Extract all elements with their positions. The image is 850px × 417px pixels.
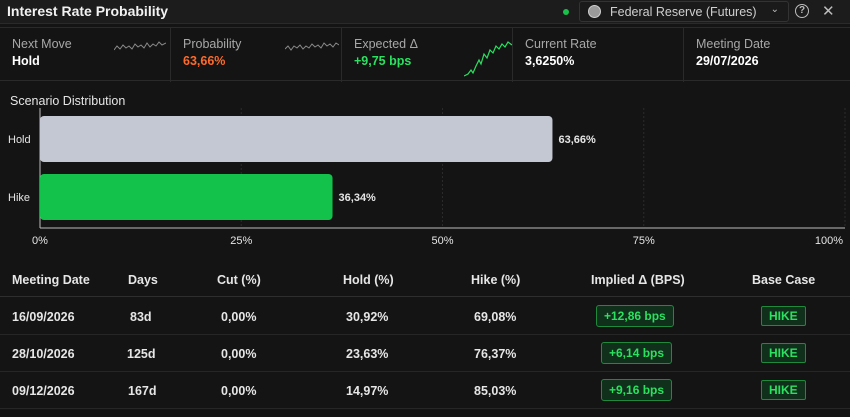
data-label: 63,66% xyxy=(558,134,596,146)
title-bar: Interest Rate Probability Federal Reserv… xyxy=(0,0,850,24)
metric-value: +9,75 bps xyxy=(354,54,412,68)
bar-hike xyxy=(40,174,333,220)
cell-cut: 0,00% xyxy=(221,347,257,361)
metric-current-rate: Current Rate 3,6250% xyxy=(513,28,684,82)
cell-cut: 0,00% xyxy=(221,384,257,398)
metrics-strip: Next Move Hold Probability 63,66% Expect… xyxy=(0,27,850,82)
implied-bps-badge: +12,86 bps xyxy=(596,305,674,327)
table-row[interactable]: 16/09/2026 83d 0,00% 30,92% 69,08% +12,8… xyxy=(0,298,850,335)
cell-meeting-date: 16/09/2026 xyxy=(12,310,75,324)
scenario-title: Scenario Distribution xyxy=(10,94,126,108)
source-select-label: Federal Reserve (Futures) xyxy=(610,5,757,19)
cell-hike: 85,03% xyxy=(474,384,517,398)
chevron-down-icon: ⌄ xyxy=(770,4,779,15)
cell-days: 167d xyxy=(128,384,157,398)
x-tick-label: 100% xyxy=(815,235,843,247)
cell-meeting-date: 28/10/2026 xyxy=(12,347,75,361)
source-select[interactable]: Federal Reserve (Futures) ⌄ xyxy=(579,1,789,22)
metric-probability: Probability 63,66% xyxy=(171,28,342,82)
cell-days: 125d xyxy=(127,347,156,361)
live-status-dot xyxy=(563,9,569,15)
implied-bps-badge: +9,16 bps xyxy=(601,379,673,401)
metric-expected-delta: Expected Δ +9,75 bps xyxy=(342,28,513,82)
x-tick-label: 25% xyxy=(230,235,252,247)
scenario-distribution-chart: 0% 25% 50% 75% 100% Hold 63,66% Hike 36,34% xyxy=(8,108,846,247)
metric-label: Next Move xyxy=(12,37,72,51)
table-row[interactable]: 28/10/2026 125d 0,00% 23,63% 76,37% +6,1… xyxy=(0,335,850,372)
cell-meeting-date: 09/12/2026 xyxy=(12,384,75,398)
metric-meeting-date: Meeting Date 29/07/2026 xyxy=(684,28,850,82)
x-tick-label: 75% xyxy=(633,235,655,247)
column-header-hold: Hold (%) xyxy=(343,273,394,287)
column-header-base-case: Base Case xyxy=(752,273,816,287)
cell-hold: 23,63% xyxy=(346,347,389,361)
cell-hold: 30,92% xyxy=(346,310,389,324)
help-icon[interactable]: ? xyxy=(795,4,809,18)
column-header-hike: Hike (%) xyxy=(471,273,521,287)
bar-hold xyxy=(40,116,553,162)
metric-value: 29/07/2026 xyxy=(696,54,759,68)
sparkline-icon xyxy=(464,41,512,77)
base-case-badge: HIKE xyxy=(761,306,806,326)
cell-hike: 69,08% xyxy=(474,310,517,324)
metric-label: Meeting Date xyxy=(696,37,771,51)
metric-value: 3,6250% xyxy=(525,54,575,68)
metric-label: Probability xyxy=(183,37,242,51)
metric-label: Current Rate xyxy=(525,37,597,51)
metric-value: Hold xyxy=(12,54,40,68)
sparkline-icon xyxy=(114,41,166,51)
base-case-badge: HIKE xyxy=(761,343,806,363)
category-label: Hold xyxy=(8,134,31,146)
table-header: Meeting Date Days Cut (%) Hold (%) Hike … xyxy=(0,264,850,297)
metric-label: Expected Δ xyxy=(354,37,418,51)
widget-title: Interest Rate Probability xyxy=(7,3,169,19)
sparkline-icon xyxy=(285,42,339,51)
cell-days: 83d xyxy=(130,310,152,324)
cell-hold: 14,97% xyxy=(346,384,389,398)
column-header-days: Days xyxy=(128,273,158,287)
column-header-cut: Cut (%) xyxy=(217,273,261,287)
cell-hike: 76,37% xyxy=(474,347,517,361)
close-icon[interactable]: ✕ xyxy=(822,3,835,20)
table-row[interactable]: 09/12/2026 167d 0,00% 14,97% 85,03% +9,1… xyxy=(0,372,850,409)
metric-next-move: Next Move Hold xyxy=(0,28,171,82)
data-label: 36,34% xyxy=(339,192,377,204)
cell-cut: 0,00% xyxy=(221,310,257,324)
column-header-meeting-date: Meeting Date xyxy=(12,273,90,287)
x-tick-label: 50% xyxy=(431,235,453,247)
metric-value: 63,66% xyxy=(183,54,226,68)
column-header-implied: Implied Δ (BPS) xyxy=(591,273,685,287)
category-label: Hike xyxy=(8,192,30,204)
implied-bps-badge: +6,14 bps xyxy=(601,342,673,364)
federal-reserve-seal-icon xyxy=(588,5,601,18)
base-case-badge: HIKE xyxy=(761,380,806,400)
x-tick-label: 0% xyxy=(32,235,48,247)
